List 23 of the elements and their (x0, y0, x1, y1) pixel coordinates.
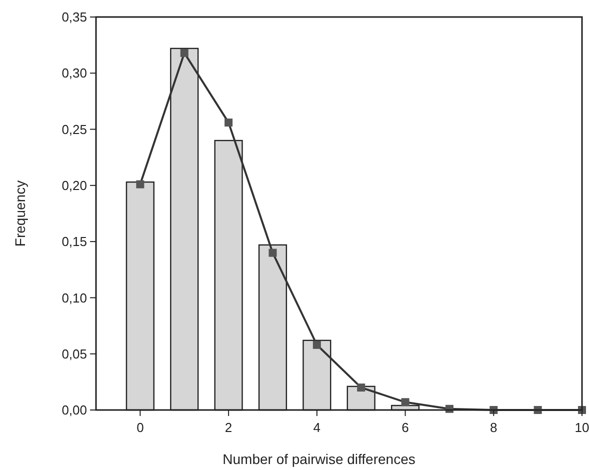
point (180, 48, 188, 57)
x-tick-label: 4 (313, 420, 321, 435)
y-tick-label: 0,35 (62, 10, 87, 25)
y-tick-label: 0,10 (62, 290, 87, 306)
point (357, 384, 366, 392)
point (224, 118, 233, 127)
y-tick-label: 0,25 (62, 122, 87, 137)
x-tick-label: 0 (136, 420, 144, 435)
point (312, 340, 321, 349)
point (401, 398, 410, 406)
y-tick-label: 0,00 (62, 402, 87, 418)
x-tick-label: 6 (402, 420, 409, 435)
y-tick-label: 0,15 (62, 234, 87, 250)
y-tick-label: 0,05 (62, 346, 87, 362)
y-axis-title: Frequency (12, 180, 28, 247)
point (136, 180, 144, 188)
x-axis-title: Number of pairwise differences (222, 451, 416, 467)
x-tick-label: 2 (224, 420, 232, 435)
y-tick-label: 0,30 (62, 66, 87, 81)
point (268, 248, 277, 257)
x-tick-label: 8 (490, 420, 498, 435)
y-tick-label: 0,20 (62, 178, 87, 193)
x-tick-label: 10 (574, 420, 589, 435)
